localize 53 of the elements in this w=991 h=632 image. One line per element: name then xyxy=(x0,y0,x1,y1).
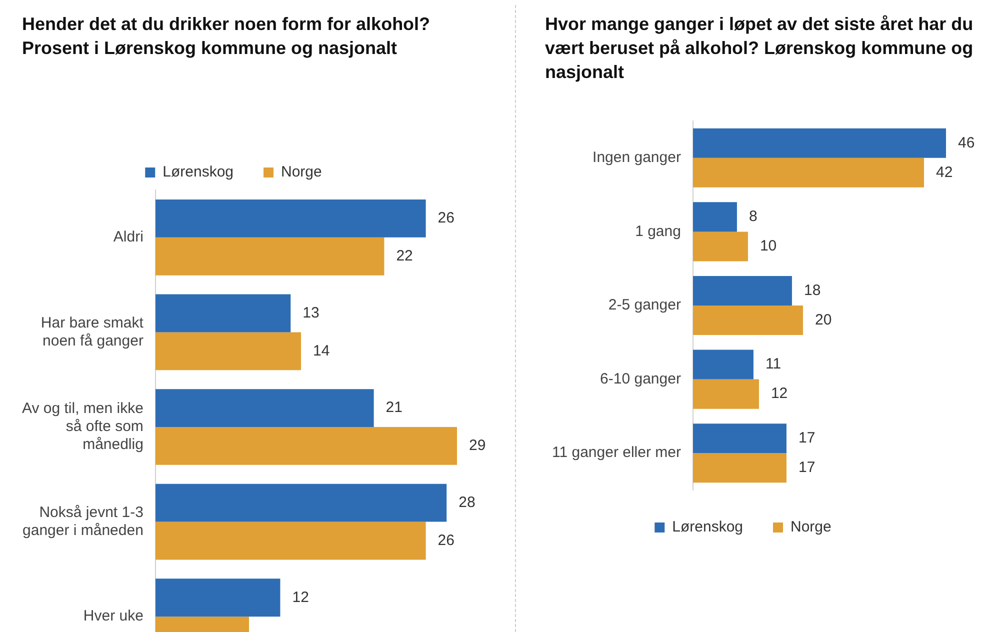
bar xyxy=(155,237,384,276)
legend-label: Lørenskog xyxy=(672,518,744,536)
bar xyxy=(692,424,786,454)
data-label: 20 xyxy=(814,311,832,328)
chart-title: Hvor mange ganger i løpet av det siste året har du vært beruset på alkohol? Lørenskog kommune og nasjonalt xyxy=(545,13,974,84)
y-tick-label: 2-5 ganger xyxy=(608,296,681,314)
bar xyxy=(692,158,924,188)
bar xyxy=(692,128,946,158)
legend-label: Norge xyxy=(790,518,832,536)
y-tick-label: Av og til, men ikke så ofte som månedlig xyxy=(22,400,144,454)
y-tick-label: Hver uke xyxy=(83,608,144,625)
y-tick-label: 6-10 ganger xyxy=(600,370,681,388)
legend-label: Lørenskog xyxy=(162,164,234,181)
bar xyxy=(692,276,792,306)
y-tick-label: 1 gang xyxy=(635,222,681,240)
bar xyxy=(155,389,374,427)
bar xyxy=(692,232,748,262)
bar xyxy=(155,199,426,238)
data-label: 28 xyxy=(458,494,476,511)
data-label: 17 xyxy=(798,429,816,446)
y-tick-label: Ingen ganger xyxy=(592,149,681,166)
y-tick-label: Nokså jevnt 1-3 ganger i måneden xyxy=(22,504,144,539)
data-label: 10 xyxy=(760,238,777,255)
bar xyxy=(692,202,737,232)
bar xyxy=(692,306,803,336)
y-tick-label: Har bare smakt noen få ganger xyxy=(40,314,144,350)
data-label: 46 xyxy=(958,134,975,152)
data-label: 17 xyxy=(798,459,816,476)
data-label: 26 xyxy=(438,210,454,227)
bar xyxy=(692,453,786,483)
legend-label: Norge xyxy=(281,164,322,181)
y-tick-label: 11 ganger eller mer xyxy=(552,444,681,462)
data-label: 18 xyxy=(804,282,821,299)
data-label: 29 xyxy=(469,437,486,454)
bar xyxy=(155,332,302,370)
data-label: 22 xyxy=(396,248,413,264)
chart-title: Hender det at du drikker noen form for alkohol? Prosent i Lørenskog kommune og nasjonalt xyxy=(22,13,432,60)
data-label: 12 xyxy=(292,588,309,606)
bar xyxy=(155,294,291,332)
bar xyxy=(692,350,754,380)
bar xyxy=(692,379,759,409)
bar xyxy=(155,427,457,465)
data-label: 13 xyxy=(302,304,320,322)
data-label: 42 xyxy=(936,164,953,181)
bar xyxy=(155,522,426,560)
bar xyxy=(155,484,447,522)
data-label: 8 xyxy=(748,208,758,226)
y-tick-label: Aldri xyxy=(113,228,144,246)
data-label: 11 xyxy=(765,356,782,373)
data-label: 26 xyxy=(438,532,454,549)
data-label: 14 xyxy=(313,342,330,360)
data-label: 21 xyxy=(386,399,402,416)
data-label: 12 xyxy=(770,385,788,402)
